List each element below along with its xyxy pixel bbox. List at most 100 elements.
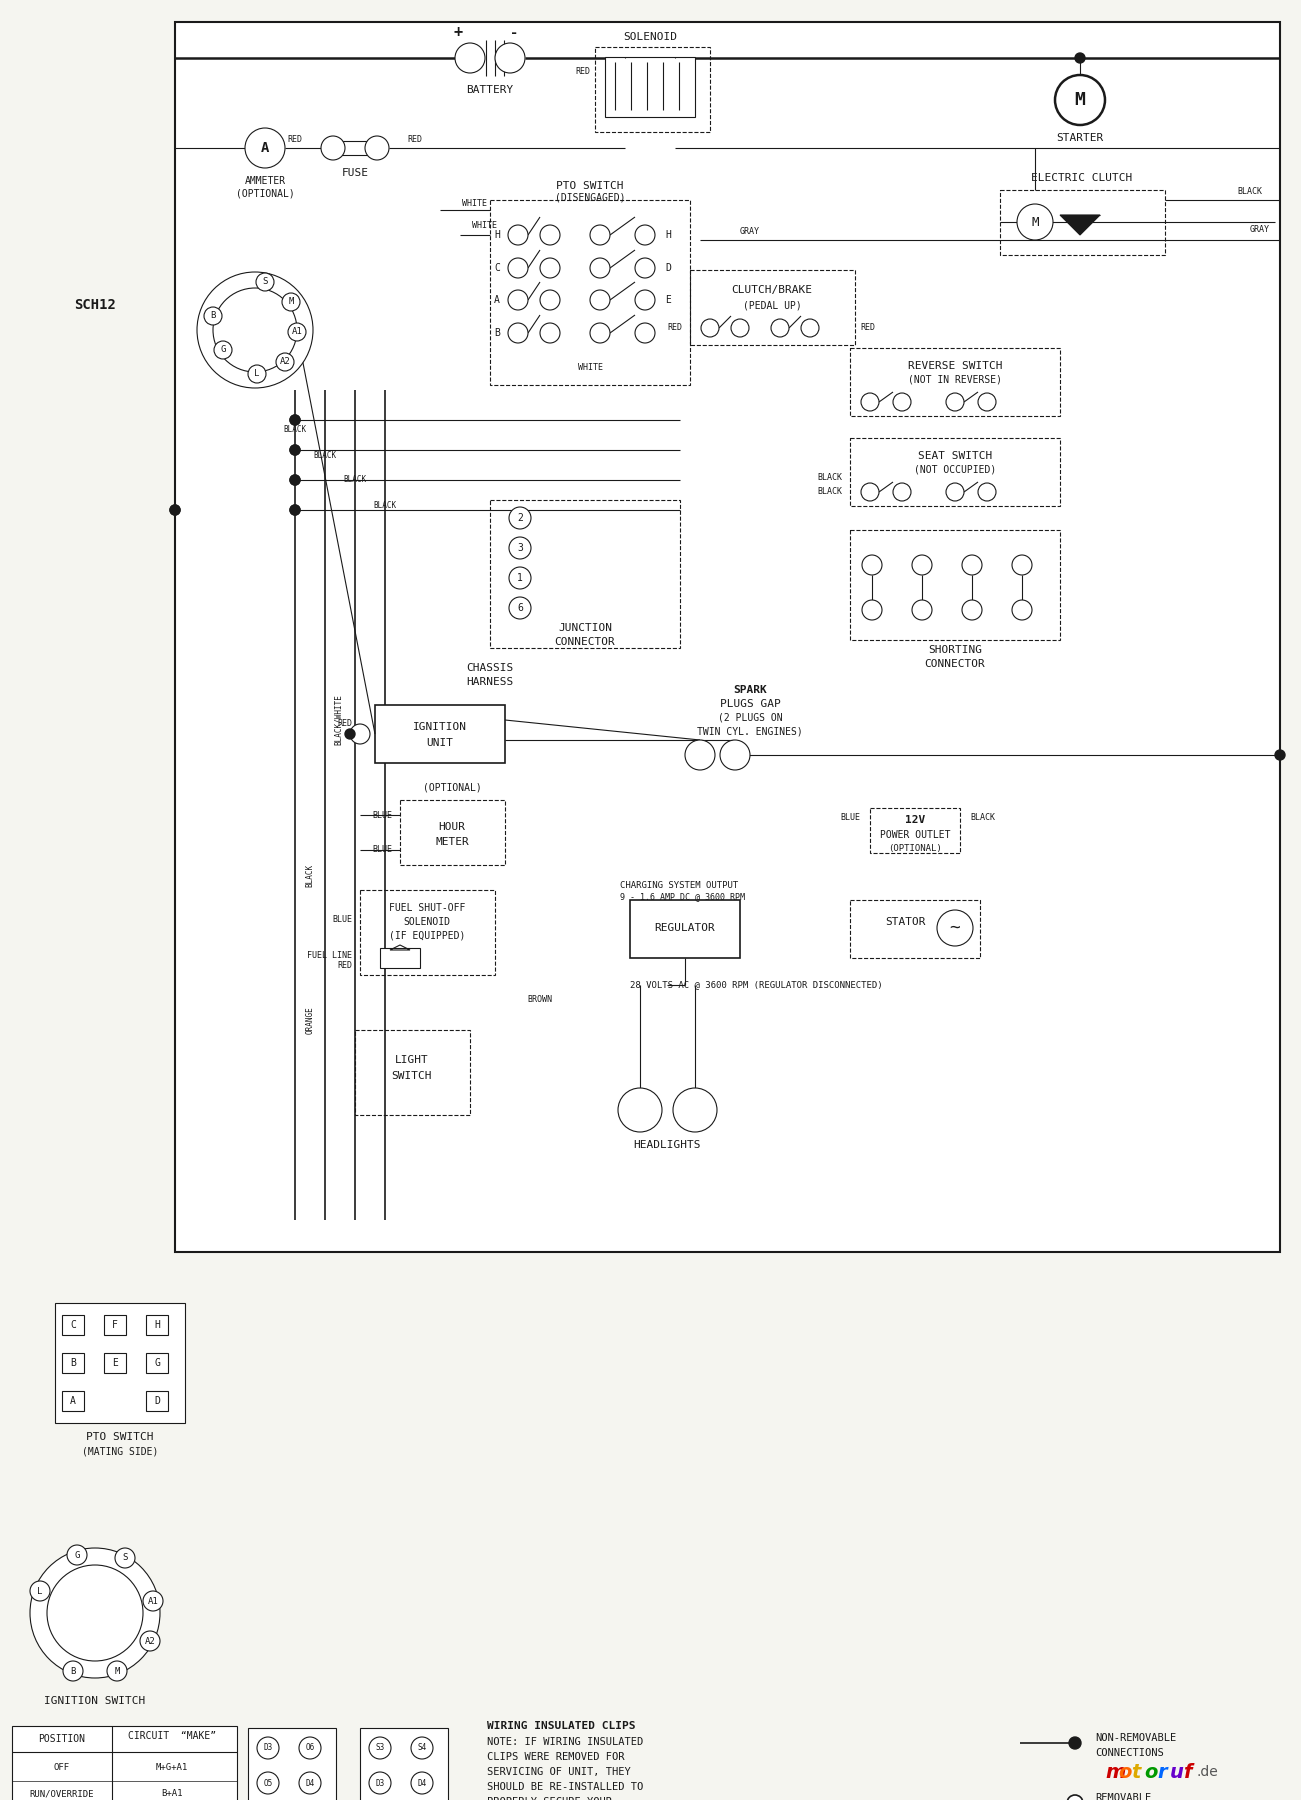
Text: (NOT IN REVERSE): (NOT IN REVERSE) — [908, 374, 1002, 385]
Text: (PEDAL UP): (PEDAL UP) — [743, 301, 801, 310]
Text: STARTER: STARTER — [1056, 133, 1103, 142]
Circle shape — [635, 257, 654, 277]
Circle shape — [47, 1564, 143, 1661]
Circle shape — [719, 740, 749, 770]
Circle shape — [455, 43, 485, 74]
Text: C: C — [70, 1319, 75, 1330]
Text: REVERSE SWITCH: REVERSE SWITCH — [908, 362, 1002, 371]
Text: BLUE: BLUE — [840, 814, 860, 823]
Text: +: + — [454, 25, 463, 40]
Text: o: o — [1118, 1762, 1132, 1782]
Circle shape — [369, 1737, 392, 1759]
Bar — [12, 1726, 237, 1800]
Text: A: A — [70, 1397, 75, 1406]
Circle shape — [946, 482, 964, 500]
Circle shape — [892, 392, 911, 410]
Text: PTO SWITCH: PTO SWITCH — [86, 1433, 154, 1442]
Text: IGNITION SWITCH: IGNITION SWITCH — [44, 1696, 146, 1706]
Text: FUEL SHUT-OFF: FUEL SHUT-OFF — [389, 904, 466, 913]
Text: A1: A1 — [147, 1597, 159, 1606]
Circle shape — [507, 290, 528, 310]
Text: 1: 1 — [516, 572, 523, 583]
Circle shape — [673, 1087, 717, 1132]
Text: S: S — [122, 1553, 127, 1562]
Bar — [1000, 191, 1164, 256]
Text: NOTE: IF WIRING INSULATED: NOTE: IF WIRING INSULATED — [487, 1737, 643, 1748]
Text: CIRCUIT  “MAKE”: CIRCUIT “MAKE” — [127, 1732, 216, 1741]
Text: O5: O5 — [263, 1778, 273, 1787]
Text: B: B — [494, 328, 500, 338]
Text: (2 PLUGS ON: (2 PLUGS ON — [718, 713, 782, 724]
Text: f: f — [1183, 1762, 1192, 1782]
Text: A: A — [494, 295, 500, 304]
Text: PROPERLY SECURE YOUR: PROPERLY SECURE YOUR — [487, 1796, 611, 1800]
Bar — [380, 949, 420, 968]
Bar — [605, 58, 695, 117]
Text: A2: A2 — [280, 358, 290, 367]
Text: CONNECTOR: CONNECTOR — [925, 659, 985, 670]
Bar — [375, 706, 505, 763]
Circle shape — [861, 392, 879, 410]
Circle shape — [143, 1591, 163, 1611]
Bar — [399, 799, 505, 866]
Text: 6: 6 — [516, 603, 523, 614]
Circle shape — [290, 416, 301, 425]
Circle shape — [30, 1580, 49, 1600]
Text: LIGHT: LIGHT — [396, 1055, 429, 1066]
Text: AMMETER: AMMETER — [245, 176, 285, 185]
Circle shape — [978, 482, 997, 500]
Text: .de: .de — [1196, 1766, 1218, 1778]
Circle shape — [589, 257, 610, 277]
Circle shape — [1012, 599, 1032, 619]
Text: HEADLIGHTS: HEADLIGHTS — [634, 1139, 701, 1150]
Text: SHOULD BE RE-INSTALLED TO: SHOULD BE RE-INSTALLED TO — [487, 1782, 643, 1793]
Circle shape — [635, 290, 654, 310]
Text: RUN/OVERRIDE: RUN/OVERRIDE — [30, 1789, 94, 1798]
Text: B: B — [211, 311, 216, 320]
Text: B: B — [70, 1357, 75, 1368]
Circle shape — [107, 1661, 127, 1681]
Circle shape — [589, 290, 610, 310]
Text: M: M — [289, 297, 294, 306]
Text: IGNITION: IGNITION — [412, 722, 467, 733]
Text: TWIN CYL. ENGINES): TWIN CYL. ENGINES) — [697, 727, 803, 736]
Text: BLUE: BLUE — [372, 846, 392, 855]
Circle shape — [635, 225, 654, 245]
Bar — [850, 900, 980, 958]
Bar — [360, 889, 494, 976]
Text: 3: 3 — [516, 544, 523, 553]
Text: RED: RED — [337, 961, 353, 970]
Text: D3: D3 — [376, 1778, 385, 1787]
Circle shape — [509, 598, 531, 619]
Circle shape — [863, 554, 882, 574]
Text: BLACK: BLACK — [971, 814, 995, 823]
Circle shape — [509, 536, 531, 560]
Text: BLACK/WHITE: BLACK/WHITE — [333, 695, 342, 745]
Text: FUSE: FUSE — [341, 167, 368, 178]
Text: CLUTCH/BRAKE: CLUTCH/BRAKE — [731, 284, 813, 295]
Bar — [850, 437, 1060, 506]
Circle shape — [256, 274, 275, 292]
Text: RED: RED — [407, 135, 423, 144]
Circle shape — [701, 319, 719, 337]
Text: A1: A1 — [291, 328, 302, 337]
Text: GRAY: GRAY — [1250, 225, 1270, 234]
Text: CHARGING SYSTEM OUTPUT: CHARGING SYSTEM OUTPUT — [621, 880, 738, 889]
Circle shape — [686, 740, 716, 770]
Circle shape — [540, 257, 559, 277]
Circle shape — [961, 599, 982, 619]
Text: r: r — [1157, 1762, 1167, 1782]
Circle shape — [299, 1771, 321, 1795]
Circle shape — [1067, 1795, 1082, 1800]
Circle shape — [801, 319, 820, 337]
Text: -: - — [510, 25, 518, 40]
Text: RED: RED — [575, 67, 589, 76]
Circle shape — [350, 724, 369, 743]
Text: HOUR: HOUR — [438, 823, 466, 832]
Text: SEAT SWITCH: SEAT SWITCH — [919, 452, 993, 461]
Text: REMOVABLE: REMOVABLE — [1095, 1793, 1151, 1800]
Text: BLACK: BLACK — [306, 864, 315, 887]
Text: BLACK: BLACK — [817, 488, 842, 497]
Text: E: E — [112, 1357, 118, 1368]
Circle shape — [30, 1548, 160, 1678]
